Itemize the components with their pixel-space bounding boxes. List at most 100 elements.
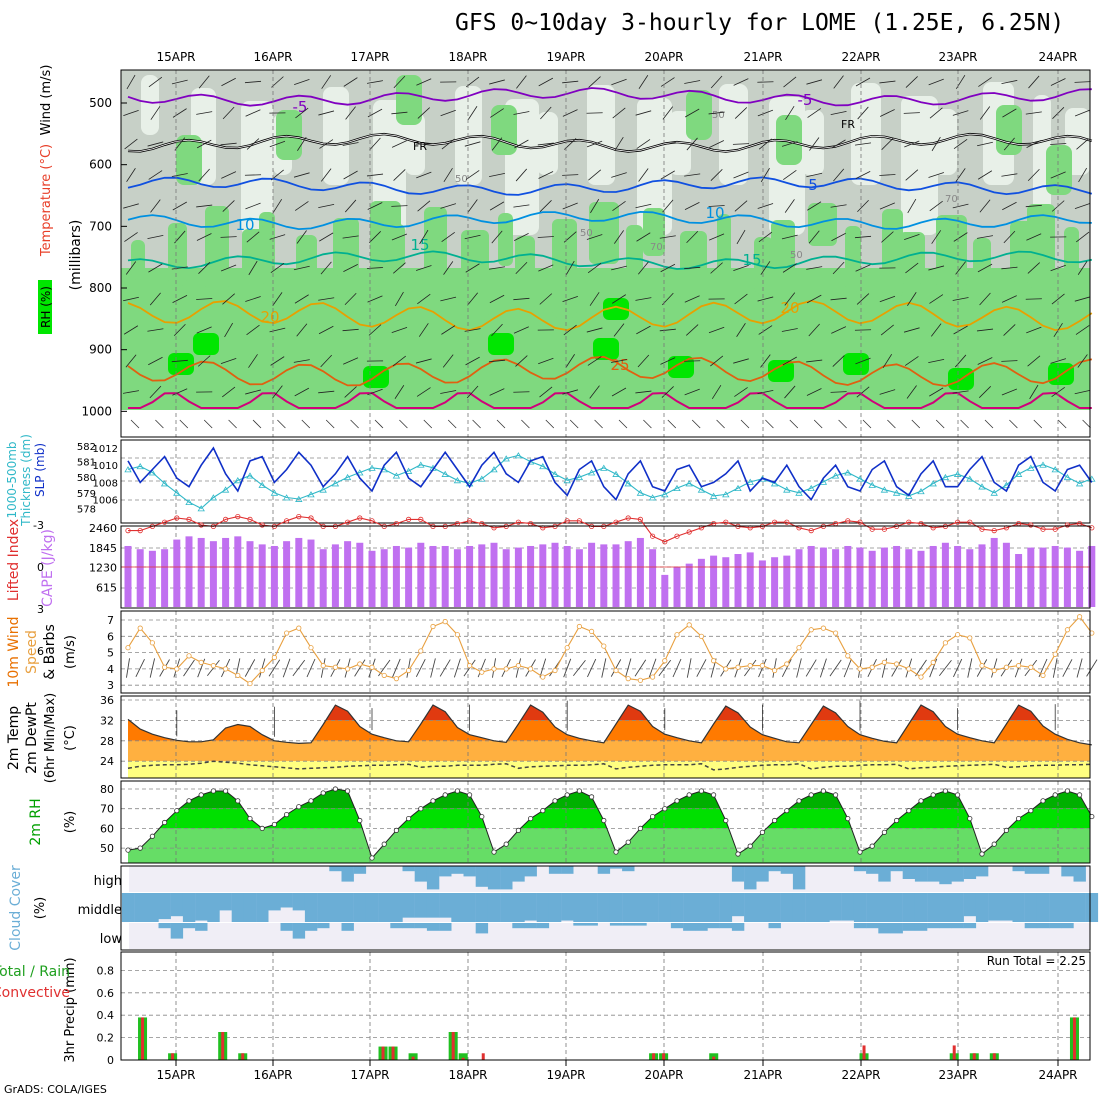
wind-barb bbox=[148, 170, 163, 180]
wind-barb bbox=[562, 109, 578, 117]
wind-barb bbox=[760, 354, 771, 368]
wind-speed-point bbox=[564, 645, 570, 651]
temperature-label: Temperature (°C) bbox=[39, 144, 54, 257]
cloud-bar bbox=[158, 893, 171, 920]
cloud-bar bbox=[890, 866, 903, 872]
wind-barb bbox=[565, 260, 575, 276]
thickness-point bbox=[270, 489, 279, 496]
cloud-bar bbox=[1024, 893, 1038, 922]
wind-barb bbox=[196, 204, 213, 208]
lifted-index-point bbox=[235, 513, 241, 520]
wind-barb bbox=[1002, 201, 1017, 211]
cloud-bar bbox=[902, 923, 916, 931]
surface-barb bbox=[252, 419, 262, 429]
wind-barb bbox=[465, 356, 480, 366]
wind-speed-point bbox=[271, 654, 277, 661]
rh-saturated-spot bbox=[603, 298, 629, 320]
wind-barb bbox=[464, 328, 481, 332]
cape-bar bbox=[844, 545, 852, 607]
wind-barb bbox=[220, 358, 237, 364]
bottom-date-label: 15APR bbox=[156, 1068, 195, 1082]
wind-barb bbox=[174, 137, 186, 151]
rh-point bbox=[906, 808, 912, 814]
cloud-bar bbox=[927, 866, 940, 882]
wind-barb bbox=[513, 204, 530, 208]
cloud-bar bbox=[853, 893, 867, 922]
wind-speed-point bbox=[174, 666, 180, 672]
rh-point bbox=[759, 829, 766, 835]
precip-convective-bar bbox=[481, 1053, 485, 1060]
precip-legend-label: Convective bbox=[0, 985, 70, 1001]
thickness-point bbox=[185, 498, 193, 506]
wind-barb bbox=[220, 142, 237, 146]
wind-barb bbox=[539, 293, 553, 305]
pressure-tick-label: 900 bbox=[89, 343, 112, 357]
lifted-index-point bbox=[857, 519, 863, 525]
wind-speed-point bbox=[991, 667, 997, 674]
cloud-bar bbox=[524, 893, 537, 921]
surface-wind-barb bbox=[268, 659, 281, 677]
wind-barb bbox=[611, 265, 627, 271]
cloud-bar bbox=[463, 893, 476, 922]
wind-barb bbox=[880, 324, 894, 336]
top-date-label: 23APR bbox=[938, 50, 977, 64]
wind-barb bbox=[637, 354, 650, 368]
wind-barb bbox=[1050, 78, 1066, 86]
surface-barb bbox=[472, 419, 481, 429]
wind-barb bbox=[391, 111, 408, 115]
cloud-bar bbox=[597, 866, 611, 874]
wind-barb bbox=[978, 77, 992, 87]
lifted-index-point bbox=[308, 515, 314, 521]
rh-contour-label: 70 bbox=[650, 242, 663, 253]
wind-barb bbox=[586, 140, 603, 148]
lifted-index-point bbox=[613, 519, 619, 525]
wind-barb bbox=[1001, 388, 1018, 396]
cape-bar bbox=[197, 537, 205, 607]
wind-barb bbox=[514, 233, 529, 241]
cape-bar bbox=[734, 554, 742, 607]
wind-speed-point bbox=[405, 667, 412, 674]
cloud-bar bbox=[1073, 866, 1086, 882]
wind-barb bbox=[222, 293, 235, 305]
thickness-point bbox=[624, 480, 632, 487]
wind-barb bbox=[367, 202, 383, 210]
thickness-point bbox=[295, 495, 303, 502]
surface-barb bbox=[838, 419, 847, 429]
wind-barb bbox=[368, 324, 382, 336]
isotherm-line bbox=[127, 210, 1092, 231]
rh-tick-label: 50 bbox=[100, 842, 114, 855]
wind-barb bbox=[660, 263, 676, 273]
wind-barb bbox=[1001, 295, 1017, 303]
cloud-bar bbox=[561, 866, 574, 874]
rh-point bbox=[332, 786, 338, 792]
cape-bar bbox=[478, 544, 486, 607]
surface-wind-barb bbox=[572, 659, 586, 677]
wind-speed-point bbox=[210, 663, 216, 669]
wind-barb bbox=[272, 292, 283, 306]
wind-barb bbox=[465, 263, 480, 273]
wind-barb bbox=[147, 234, 164, 240]
cape-bar bbox=[270, 545, 278, 607]
rh-point bbox=[845, 815, 851, 822]
wind-barb bbox=[953, 325, 968, 335]
rh-dry-patch bbox=[901, 96, 938, 235]
cloud-bar bbox=[890, 923, 903, 934]
wind-barb bbox=[416, 171, 432, 179]
rh-moist-blob bbox=[996, 105, 1022, 155]
cloud-bar bbox=[951, 866, 964, 882]
cloud-bar bbox=[329, 866, 342, 872]
wind-barb bbox=[1029, 384, 1039, 400]
wind-barb bbox=[124, 232, 138, 242]
lifted-index-point bbox=[1040, 526, 1046, 532]
cape-bar bbox=[673, 566, 681, 607]
cloud-bar bbox=[609, 866, 623, 869]
cape-bar bbox=[258, 544, 266, 607]
rh-point bbox=[918, 798, 924, 804]
wind-barb bbox=[297, 137, 307, 151]
wind-barb bbox=[464, 141, 481, 147]
rh-moist-plume bbox=[936, 215, 967, 290]
wind-barb bbox=[659, 141, 676, 147]
cape-tick-label: 1845 bbox=[89, 542, 117, 555]
wind-barb bbox=[879, 295, 896, 303]
